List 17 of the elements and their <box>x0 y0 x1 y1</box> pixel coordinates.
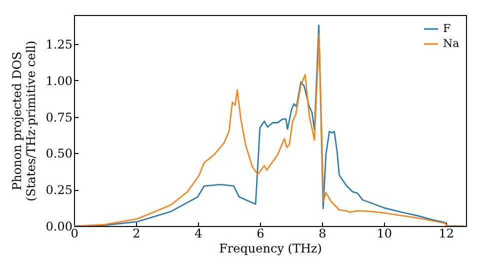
y-tick-label: 0.75 <box>46 110 72 124</box>
y-axis-title: Phonon projected DOS (States/THz·primitive cell) <box>10 40 38 202</box>
x-tick-label: 2 <box>132 226 140 240</box>
y-tick-label: 0.50 <box>46 146 72 161</box>
y-tick-label: 1.25 <box>46 38 72 52</box>
legend-label: Na <box>443 37 460 50</box>
x-tick-label: 8 <box>318 226 326 240</box>
x-tick-label: 4 <box>194 226 203 240</box>
x-axis-title: Frequency (THz) <box>219 242 322 256</box>
legend-label: F <box>443 22 451 35</box>
x-tick-label: 6 <box>256 226 264 240</box>
x-tick-label: 0 <box>70 226 78 240</box>
x-tick-label: 10 <box>376 226 392 240</box>
x-tick-label: 12 <box>438 226 454 240</box>
y-tick-label: 0.25 <box>46 183 72 198</box>
y-tick-label: 0.00 <box>46 220 72 234</box>
y-tick-label: 1.00 <box>46 74 72 88</box>
